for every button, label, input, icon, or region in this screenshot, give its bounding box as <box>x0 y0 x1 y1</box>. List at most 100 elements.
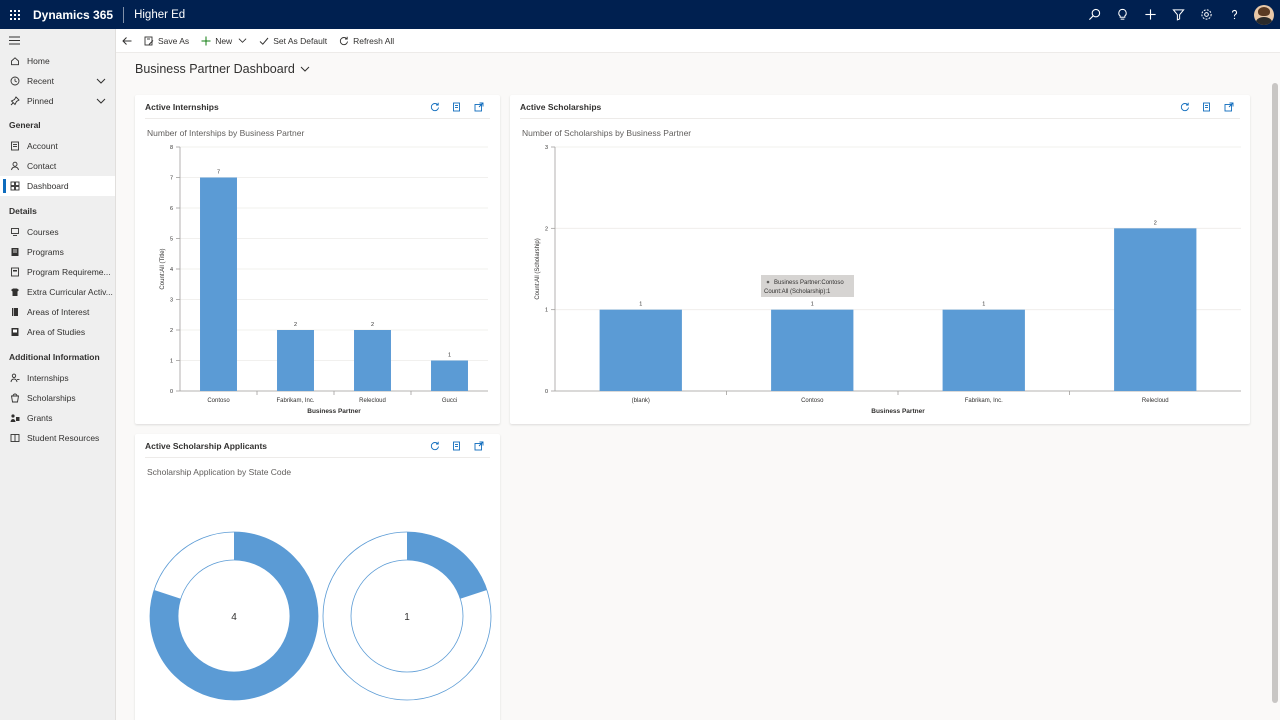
scrollbar-thumb[interactable] <box>1272 83 1278 703</box>
donut: 1 <box>322 531 492 701</box>
bar[interactable] <box>942 309 1025 391</box>
chart-title: Number of Interships by Business Partner <box>147 128 305 138</box>
sidebar-item-label: Courses <box>27 227 59 237</box>
donut-slice[interactable] <box>407 532 487 599</box>
y-axis-label: Count:All (Title) <box>160 248 166 289</box>
search-button[interactable] <box>1080 0 1108 29</box>
data-label: 2 <box>294 322 297 328</box>
y-tick-label: 0 <box>545 389 548 395</box>
refresh-all-label: Refresh All <box>353 35 395 46</box>
bar[interactable] <box>771 309 854 391</box>
sitemap-toggle-button[interactable] <box>0 29 115 51</box>
donut-center-value: 1 <box>404 612 410 623</box>
command-bar: Save As New Set As Default Refresh All <box>116 29 1280 53</box>
chevron-down-icon[interactable] <box>96 96 106 106</box>
data-label: 1 <box>811 302 814 308</box>
sidebar-item-pinned[interactable]: Pinned <box>0 91 115 111</box>
records-icon <box>453 102 460 112</box>
activity-icon <box>9 286 21 298</box>
settings-button[interactable] <box>1192 0 1220 29</box>
bar[interactable] <box>277 330 314 391</box>
gear-icon <box>1200 9 1212 20</box>
sidebar-item-grants[interactable]: Grants <box>0 408 115 428</box>
y-axis-label: Count:All (Scholarship) <box>535 238 541 299</box>
refresh-chart-button[interactable] <box>1174 100 1196 114</box>
donut-slice[interactable] <box>150 532 318 700</box>
sidebar-item-contact[interactable]: Contact <box>0 156 115 176</box>
new-record-button[interactable] <box>1136 0 1164 29</box>
checkmark-icon <box>259 37 269 45</box>
waffle-icon <box>10 9 20 20</box>
sidebar-item-areas-of-interest[interactable]: Areas of Interest <box>0 302 115 322</box>
help-button[interactable] <box>1220 0 1248 29</box>
bar[interactable] <box>1114 228 1197 391</box>
chevron-down-icon[interactable] <box>96 76 106 86</box>
avatar[interactable] <box>1254 4 1274 25</box>
sidebar-item-student-resources[interactable]: Student Resources <box>0 428 115 448</box>
refresh-chart-button[interactable] <box>424 100 446 114</box>
sidebar-item-label: Contact <box>27 161 57 171</box>
save-as-button[interactable]: Save As <box>138 29 195 53</box>
y-tick-label: 1 <box>545 308 548 314</box>
assist-button[interactable] <box>1108 0 1136 29</box>
chevron-down-icon[interactable] <box>238 36 247 45</box>
sidebar-item-internships[interactable]: Internships <box>0 368 115 388</box>
y-tick-label: 5 <box>170 237 173 243</box>
active-scholarship-applicants-card: Active Scholarship Applicants Scholarshi… <box>135 434 500 720</box>
sidebar-group-header: General <box>9 120 41 130</box>
sidebar-item-area-of-studies[interactable]: Area of Studies <box>0 322 115 342</box>
filter-button[interactable] <box>1164 0 1192 29</box>
x-tick-label: Contoso <box>207 398 230 404</box>
bar[interactable] <box>599 309 682 391</box>
sidebar-item-home[interactable]: Home <box>0 51 115 71</box>
y-tick-label: 0 <box>170 389 173 395</box>
y-tick-label: 3 <box>545 145 548 151</box>
sidebar-item-courses[interactable]: Courses <box>0 222 115 242</box>
bar[interactable] <box>431 360 468 392</box>
brand-name[interactable]: Dynamics 365 <box>33 7 114 22</box>
refresh-icon <box>430 102 439 112</box>
app-name[interactable]: Higher Ed <box>134 8 186 21</box>
sidebar-item-label: Recent <box>27 76 54 86</box>
expand-icon <box>1224 102 1234 112</box>
page-scrollbar[interactable] <box>1270 53 1280 720</box>
data-label: 1 <box>448 353 451 359</box>
view-records-button[interactable] <box>446 100 468 114</box>
view-records-button[interactable] <box>446 439 468 453</box>
refresh-icon <box>1180 102 1189 112</box>
internships-bar-chart: 0 1 2 3 4 5 6 7 8 7 Contoso 2 Fabrikam, Inc. 2 Releclo… <box>160 145 488 415</box>
expand-chart-button[interactable] <box>1218 100 1240 114</box>
records-icon <box>453 441 460 451</box>
top-icons <box>1080 0 1280 29</box>
x-axis-label: Business Partner <box>307 408 361 415</box>
refresh-chart-button[interactable] <box>424 439 446 453</box>
expand-icon <box>474 441 484 451</box>
y-tick-label: 3 <box>170 298 173 304</box>
sidebar-item-account[interactable]: Account <box>0 136 115 156</box>
home-icon <box>9 55 21 67</box>
study-icon <box>9 326 21 338</box>
app-launcher-button[interactable] <box>0 0 30 29</box>
sidebar-item-label: Programs <box>27 247 64 257</box>
new-button[interactable]: New <box>195 29 253 53</box>
expand-chart-button[interactable] <box>468 100 490 114</box>
pin-icon <box>9 95 21 107</box>
bar[interactable] <box>354 330 391 391</box>
sidebar-item-dashboard[interactable]: Dashboard <box>0 176 115 196</box>
save-as-label: Save As <box>158 35 190 46</box>
bar[interactable] <box>200 177 237 392</box>
dashboard-selector[interactable]: Business Partner Dashboard <box>135 62 310 76</box>
back-button[interactable] <box>116 29 138 53</box>
refresh-all-button[interactable]: Refresh All <box>333 29 400 53</box>
sidebar-item-program-requireme[interactable]: Program Requireme... <box>0 262 115 282</box>
set-as-default-button[interactable]: Set As Default <box>253 29 333 53</box>
expand-chart-button[interactable] <box>468 439 490 453</box>
sidebar-item-extra-curricular-activ[interactable]: Extra Curricular Activ... <box>0 282 115 302</box>
card-title: Active Scholarship Applicants <box>145 440 268 451</box>
sidebar-item-recent[interactable]: Recent <box>0 71 115 91</box>
view-records-button[interactable] <box>1196 100 1218 114</box>
plus-icon <box>201 36 211 45</box>
x-tick-label: Fabrikam, Inc. <box>276 398 314 404</box>
sidebar-item-scholarships[interactable]: Scholarships <box>0 388 115 408</box>
sidebar-item-programs[interactable]: Programs <box>0 242 115 262</box>
